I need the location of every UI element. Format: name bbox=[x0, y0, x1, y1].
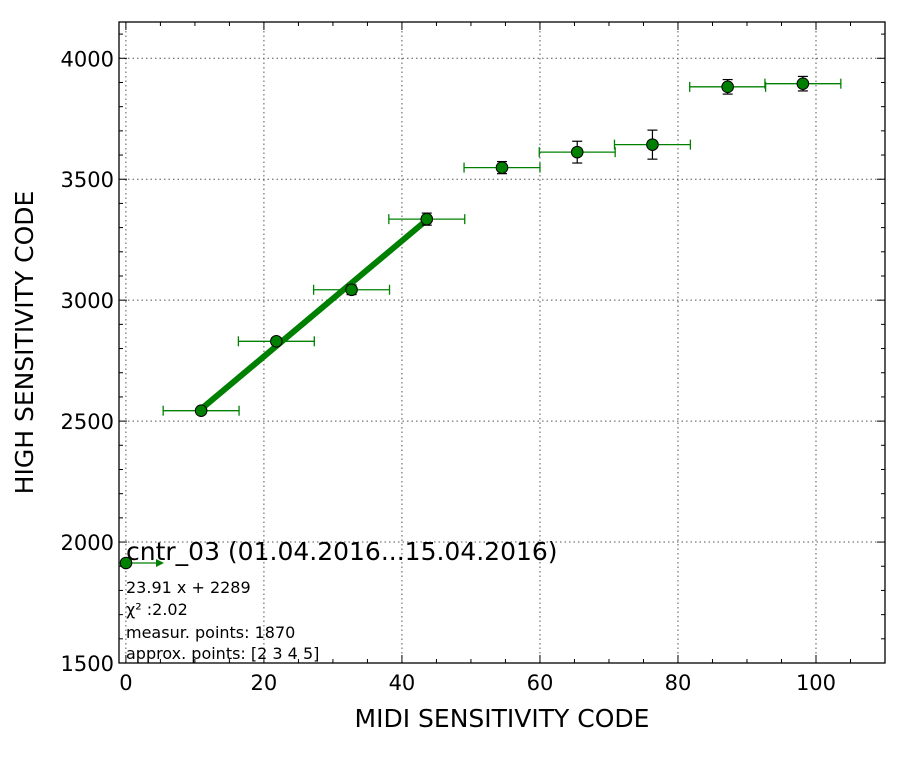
minor-ticks bbox=[119, 22, 886, 664]
y-tick-label: 2500 bbox=[61, 410, 114, 434]
x-axis-title: MIDI SENSITIVITY CODE bbox=[355, 704, 650, 733]
fit-line-group bbox=[199, 217, 429, 412]
x-tick-label: 0 bbox=[119, 671, 132, 695]
plot-frame bbox=[118, 21, 886, 664]
legend-sample-arrow bbox=[156, 559, 164, 567]
data-point bbox=[345, 283, 358, 297]
data-point bbox=[495, 161, 509, 174]
data-point bbox=[570, 145, 584, 159]
data-markers bbox=[194, 77, 810, 418]
y-tick-label: 4000 bbox=[61, 47, 114, 71]
y-tick-label: 1500 bbox=[61, 652, 114, 676]
legend: cntr_03 (01.04.2016...15.04.2016) 23.91 … bbox=[119, 537, 558, 663]
data-point bbox=[721, 80, 734, 94]
data-point bbox=[646, 138, 659, 151]
x-tick-label: 40 bbox=[389, 671, 416, 695]
x-tick-label: 60 bbox=[527, 671, 554, 695]
legend-fit-equation: 23.91 x + 2289 bbox=[126, 578, 251, 597]
grid bbox=[119, 22, 885, 663]
fit-line bbox=[199, 217, 429, 412]
legend-chi-square: χ² :2.02 bbox=[126, 600, 188, 619]
data-point bbox=[194, 404, 208, 418]
data-point bbox=[270, 334, 283, 348]
y-axis-title: HIGH SENSITIVITY CODE bbox=[10, 191, 39, 495]
y-tick-labels: 1500 2000 2500 3000 3500 4000 bbox=[61, 47, 114, 676]
y-tick-label: 3500 bbox=[61, 168, 114, 192]
legend-marker bbox=[119, 556, 133, 570]
error-bars bbox=[162, 75, 842, 416]
x-tick-label: 100 bbox=[796, 671, 836, 695]
y-tick-label: 3000 bbox=[61, 289, 114, 313]
legend-measur-points: measur. points: 1870 bbox=[126, 623, 295, 642]
legend-approx-points: approx. points: [2 3 4 5] bbox=[126, 644, 319, 663]
legend-label: cntr_03 (01.04.2016...15.04.2016) bbox=[126, 537, 558, 566]
data-point bbox=[796, 77, 810, 90]
x-tick-label: 20 bbox=[251, 671, 278, 695]
data-point bbox=[420, 212, 434, 226]
x-tick-labels: 0 20 40 60 80 100 bbox=[119, 671, 836, 695]
x-tick-label: 80 bbox=[665, 671, 692, 695]
y-tick-label: 2000 bbox=[61, 531, 114, 555]
